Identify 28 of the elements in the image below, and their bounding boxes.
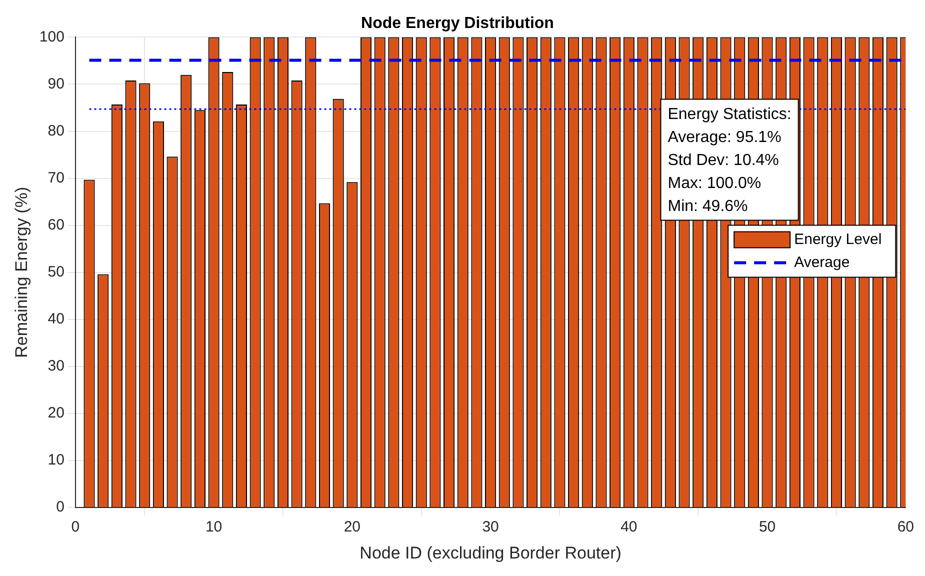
y-tick-label: 90 <box>48 75 64 92</box>
annotation: Max: 100.0% <box>668 175 762 192</box>
y-tick-label: 0 <box>56 498 64 516</box>
y-tick-label: 40 <box>48 310 64 328</box>
annotation: Std Dev: 10.4% <box>668 152 779 170</box>
chart-title: Node Energy Distribution <box>361 15 554 32</box>
x-tick-label: 60 <box>897 518 914 536</box>
y-tick-label: 60 <box>48 216 64 234</box>
annotation: Average: 95.1% <box>668 129 782 146</box>
y-tick-label: 20 <box>48 404 64 422</box>
y-tick-label: 70 <box>48 169 64 186</box>
legend-label: Average <box>794 254 850 271</box>
x-tick-label: 40 <box>620 518 638 536</box>
y-axis-title: Remaining Energy (%) <box>12 186 31 358</box>
y-tick-label: 30 <box>48 358 64 375</box>
x-tick-label: 20 <box>344 518 361 536</box>
x-tick-label: 0 <box>71 518 80 536</box>
x-tick-label: 50 <box>758 518 776 536</box>
legend-label: Energy Level <box>794 230 882 248</box>
y-tick-label: 80 <box>48 122 64 140</box>
annotation: Energy Statistics: <box>668 106 792 124</box>
y-tick-label: 100 <box>39 28 64 46</box>
y-tick-label: 50 <box>48 264 64 281</box>
x-tick-label: 10 <box>205 518 222 536</box>
y-tick-label: 10 <box>48 452 64 469</box>
x-axis-title: Node ID (excluding Border Router) <box>360 543 622 562</box>
annotation: Min: 49.6% <box>668 198 748 216</box>
x-tick-label: 30 <box>482 518 499 536</box>
